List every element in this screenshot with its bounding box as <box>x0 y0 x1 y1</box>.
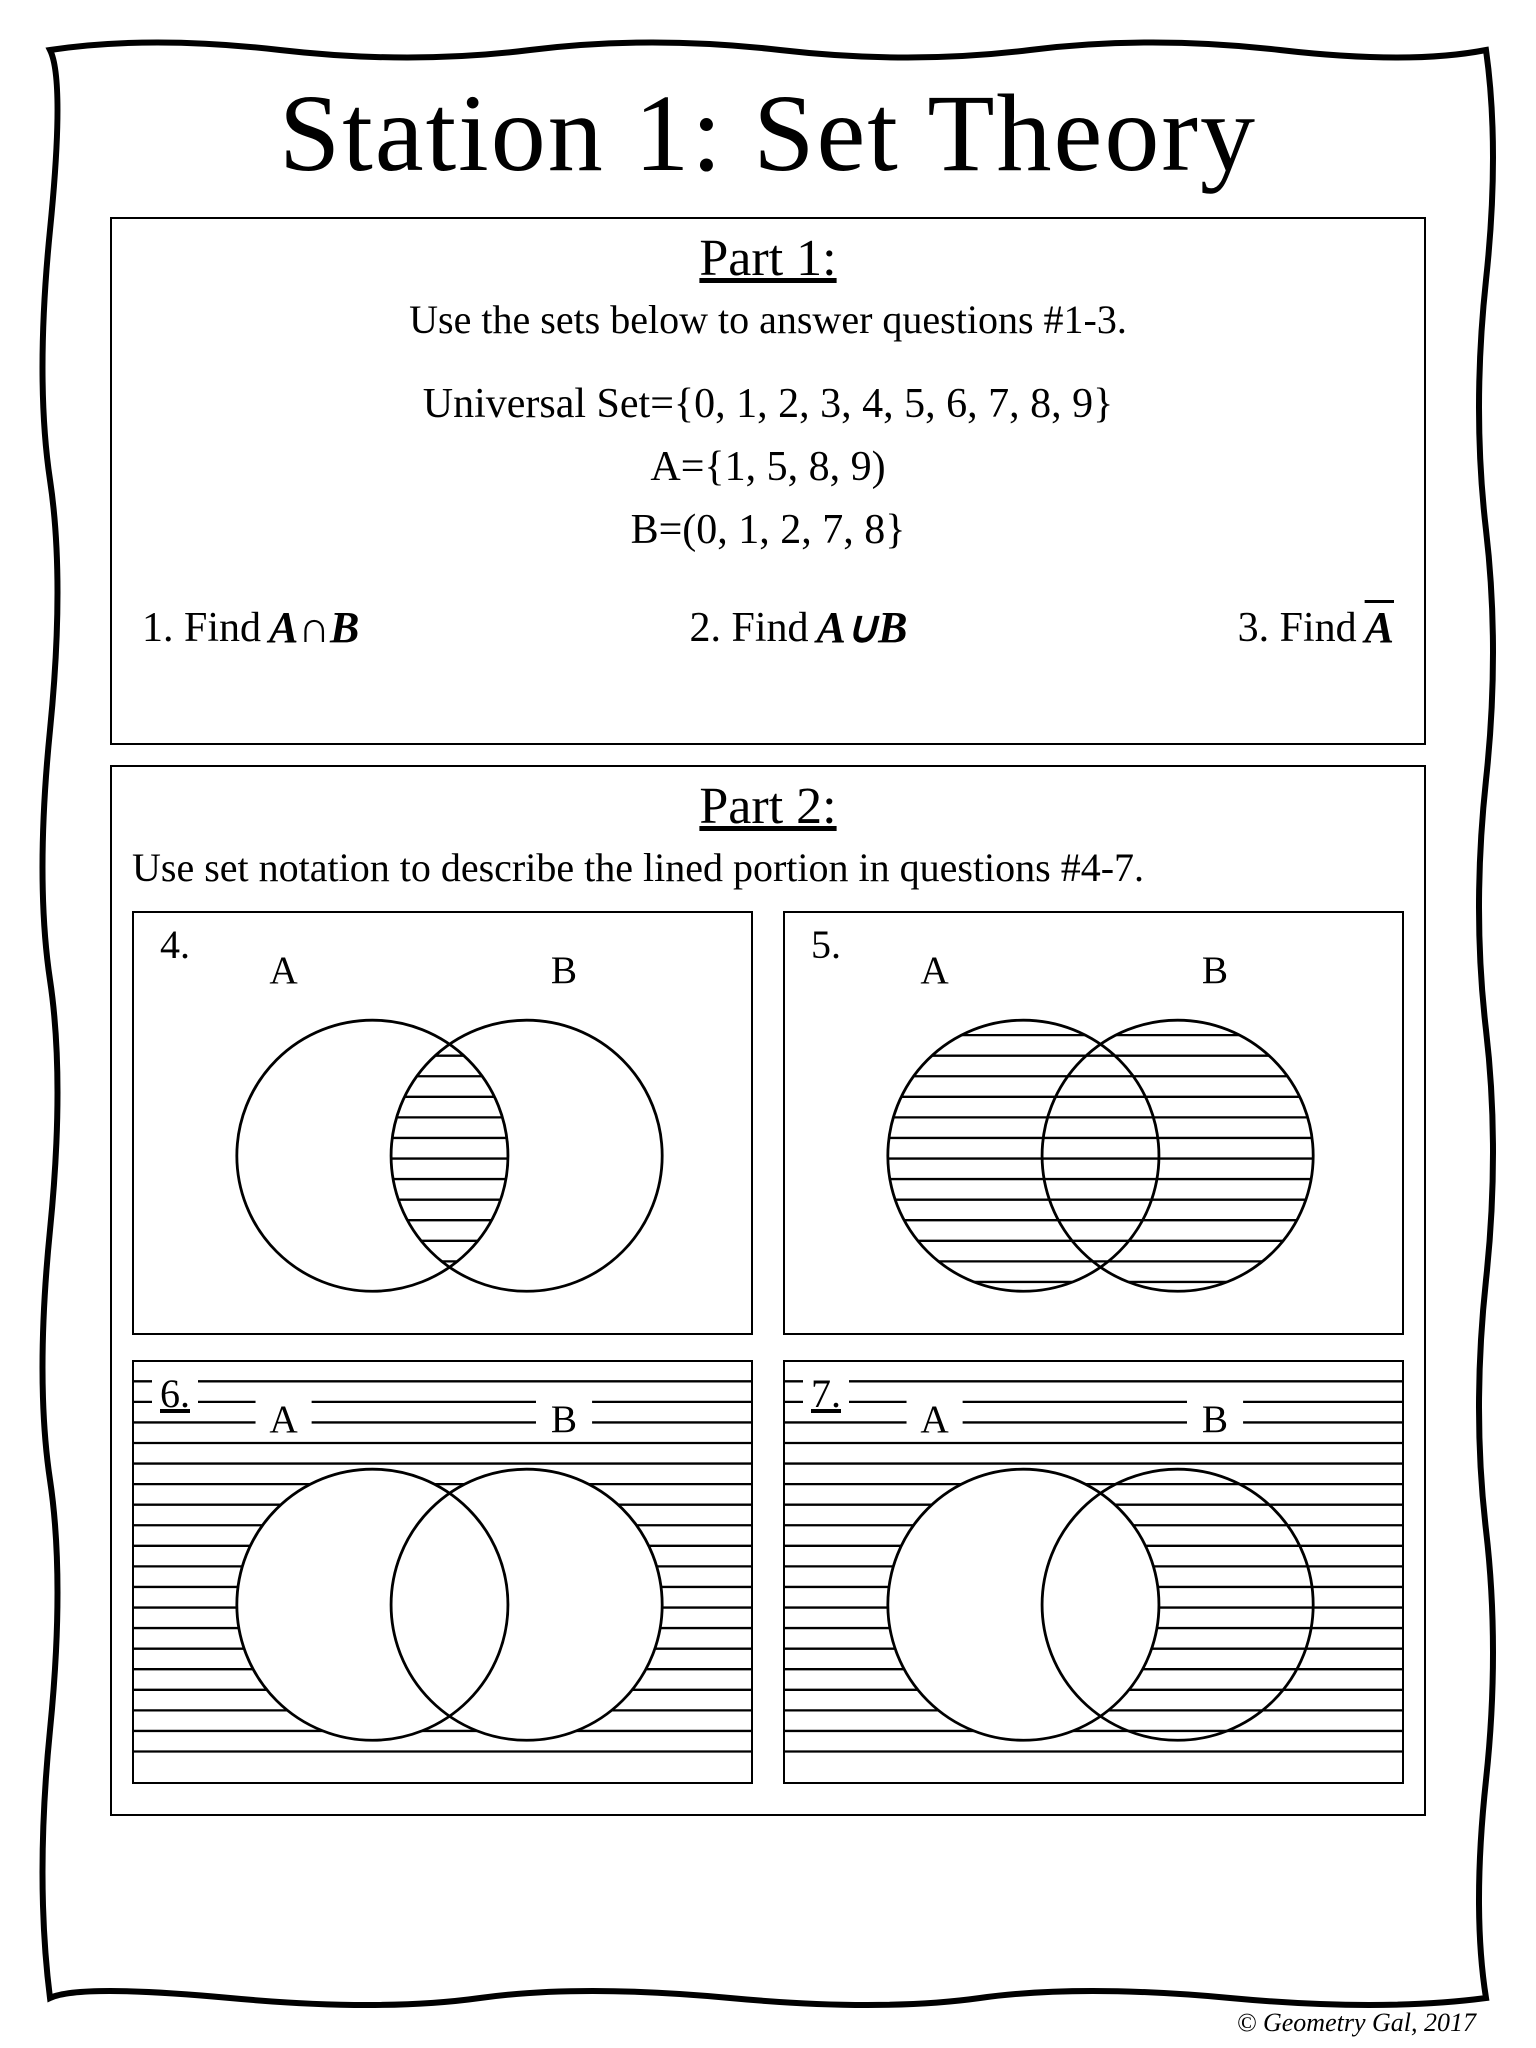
page-title: Station 1: Set Theory <box>50 70 1486 197</box>
content-area: Part 1: Use the sets below to answer que… <box>110 217 1426 1816</box>
universal-set: Universal Set={0, 1, 2, 3, 4, 5, 6, 7, 8… <box>132 373 1404 436</box>
venn-number: 5. <box>803 921 849 968</box>
worksheet-page: Station 1: Set Theory Part 1: Use the se… <box>0 0 1536 2048</box>
svg-text:B: B <box>1202 1398 1228 1441</box>
question-3: 3. Find A <box>1238 602 1394 653</box>
part1-panel: Part 1: Use the sets below to answer que… <box>110 217 1426 745</box>
q2-prefix: 2. Find <box>690 604 809 652</box>
venn-grid: A B 4. A B 5. <box>132 911 1404 1784</box>
svg-text:A: A <box>269 949 298 992</box>
part2-heading: Part 2: <box>132 777 1404 836</box>
svg-text:A: A <box>269 1398 298 1441</box>
venn-diagram-7: A B 7. <box>783 1360 1404 1784</box>
question-2: 2. Find A∪B <box>690 602 908 653</box>
part1-heading: Part 1: <box>132 229 1404 288</box>
venn-diagram-5: A B 5. <box>783 911 1404 1335</box>
q1-math: A∩B <box>269 602 359 653</box>
venn-diagram-6: A B 6. <box>132 1360 753 1784</box>
part1-sets: Universal Set={0, 1, 2, 3, 4, 5, 6, 7, 8… <box>132 373 1404 562</box>
set-b: B=(0, 1, 2, 7, 8} <box>132 499 1404 562</box>
svg-text:B: B <box>551 1398 577 1441</box>
svg-text:B: B <box>1202 949 1228 992</box>
part1-questions: 1. Find A∩B 2. Find A∪B 3. Find A <box>132 602 1404 713</box>
venn-number: 7. <box>803 1370 849 1417</box>
copyright: © Geometry Gal, 2017 <box>1237 2008 1476 2038</box>
q2-math: A∪B <box>817 602 908 653</box>
svg-text:A: A <box>920 1398 949 1441</box>
part1-instructions: Use the sets below to answer questions #… <box>132 296 1404 343</box>
question-1: 1. Find A∩B <box>142 602 359 653</box>
svg-text:A: A <box>920 949 949 992</box>
venn-number: 6. <box>152 1370 198 1417</box>
svg-text:B: B <box>551 949 577 992</box>
q3-prefix: 3. Find <box>1238 604 1357 652</box>
venn-diagram-4: A B 4. <box>132 911 753 1335</box>
part2-instructions: Use set notation to describe the lined p… <box>132 844 1404 891</box>
venn-number: 4. <box>152 921 198 968</box>
q3-math: A <box>1365 602 1394 653</box>
q1-prefix: 1. Find <box>142 604 261 652</box>
part2-panel: Part 2: Use set notation to describe the… <box>110 765 1426 1816</box>
set-a: A={1, 5, 8, 9) <box>132 436 1404 499</box>
